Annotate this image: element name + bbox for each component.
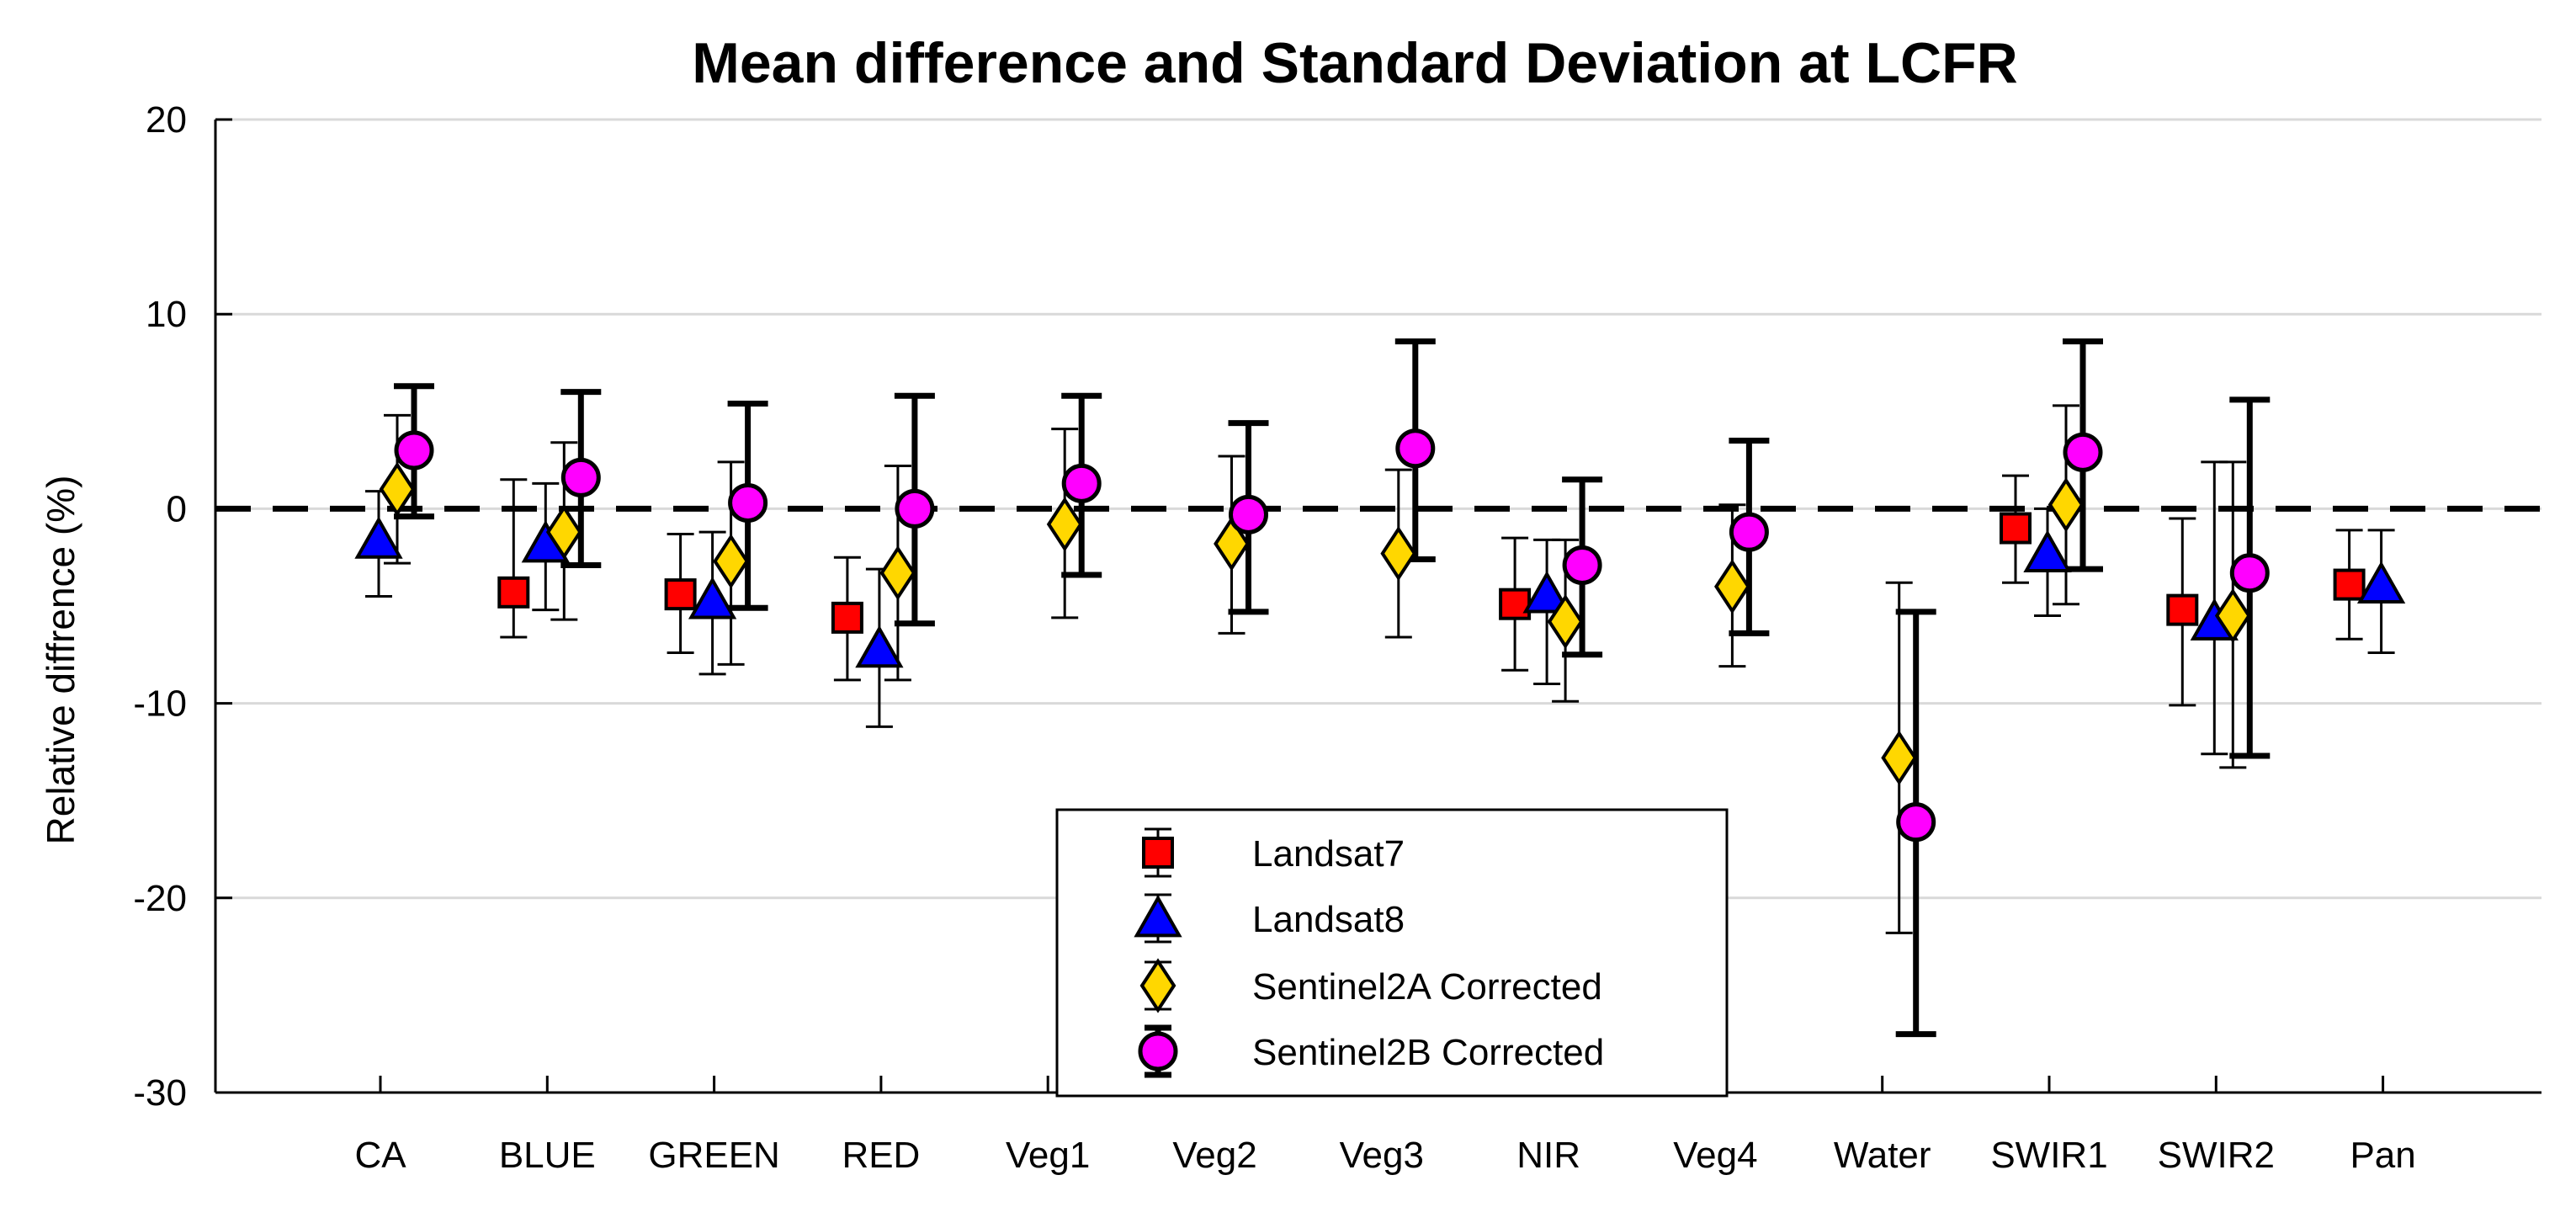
- y-axis-ticks: -30 -20 -10 0 10 20: [133, 99, 232, 1114]
- sentinel2b-corrected-swir1-point: [2063, 432, 2103, 472]
- sentinel2b-corrected-red-point: [895, 488, 935, 529]
- sentinel2a-corrected-green-point: [713, 534, 749, 589]
- y-tick-label: 20: [146, 99, 187, 141]
- legend-sentinel2a-corrected-label: Sentinel2A Corrected: [1252, 966, 1602, 1008]
- sentinel2b-corrected-veg1-point: [1061, 463, 1102, 503]
- sentinel2b-corrected-ca-point: [394, 430, 434, 471]
- landsat8-pan-point: [2356, 561, 2406, 604]
- x-tick-label-veg2: Veg2: [1172, 1135, 1256, 1176]
- landsat7-nir-point: [1499, 588, 1532, 620]
- landsat8-red-point: [855, 625, 904, 668]
- sentinel2b-corrected-veg3-point: [1395, 428, 1436, 469]
- landsat7-swir2-point: [2166, 593, 2199, 626]
- sentinel2a-corrected-red-point: [879, 545, 916, 601]
- sentinel2b-corrected-blue-point: [560, 457, 601, 497]
- x-tick-label-veg3: Veg3: [1340, 1135, 1424, 1176]
- landsat7-swir1-point: [2000, 512, 2032, 545]
- landsat8-green-point: [688, 577, 737, 619]
- landsat8-swir1-point: [2023, 529, 2072, 572]
- legend-landsat7-marker: [1142, 837, 1174, 869]
- legend-sentinel2b-corrected-label: Sentinel2B Corrected: [1252, 1032, 1604, 1073]
- sentinel2b-corrected-nir-point: [1562, 545, 1602, 585]
- sentinel2a-corrected-blue-point: [545, 504, 582, 560]
- chart-title: Mean difference and Standard Deviation a…: [692, 31, 2018, 95]
- landsat8-ca-point: [354, 516, 403, 559]
- landsat8-nir-point: [1522, 571, 1571, 614]
- x-tick-label-veg4: Veg4: [1673, 1135, 1757, 1176]
- sentinel2a-corrected-veg1-point: [1046, 497, 1083, 552]
- landsat7-green-point: [664, 578, 697, 611]
- x-tick-label-swir1: SWIR1: [1990, 1135, 2107, 1176]
- legend-landsat8-label: Landsat8: [1252, 899, 1405, 940]
- sentinel2a-corrected-water-point: [1881, 730, 1918, 785]
- legend: Landsat7 Landsat8 Sentinel2A Corrected Sent…: [1055, 808, 1729, 1098]
- sentinel2a-corrected-veg4-point: [1714, 559, 1750, 614]
- landsat7-blue-point: [497, 576, 530, 609]
- y-tick-label: 0: [167, 488, 187, 529]
- legend-entries: Landsat7 Landsat8 Sentinel2A Corrected Sent…: [1134, 827, 1604, 1078]
- sentinel2a-corrected-nir-point: [1547, 593, 1584, 650]
- legend-sentinel2b-corrected-marker: [1138, 1031, 1178, 1071]
- sentinel2b-corrected-swir2-point: [2229, 553, 2270, 593]
- sentinel2a-corrected-swir2-point: [2214, 588, 2251, 644]
- y-tick-label: -30: [133, 1072, 187, 1114]
- legend-sentinel2a-corrected-marker: [1139, 958, 1176, 1013]
- legend-landsat7-label: Landsat7: [1252, 833, 1405, 875]
- x-tick-label-water: Water: [1834, 1135, 1931, 1176]
- sentinel2a-corrected-veg3-point: [1380, 525, 1417, 582]
- sentinel2a-corrected-swir1-point: [2048, 477, 2085, 533]
- data-markers: [354, 428, 2406, 843]
- x-tick-label-veg1: Veg1: [1006, 1135, 1090, 1176]
- x-tick-label-pan: Pan: [2350, 1135, 2415, 1176]
- x-tick-label-red: RED: [842, 1135, 920, 1176]
- landsat7-red-point: [831, 601, 863, 634]
- x-tick-label-blue: BLUE: [499, 1135, 596, 1176]
- y-tick-label: 10: [146, 294, 187, 335]
- landsat7-pan-point: [2333, 568, 2366, 601]
- sentinel2a-corrected-ca-point: [379, 461, 416, 517]
- y-tick-label: -10: [133, 683, 187, 725]
- x-tick-label-nir: NIR: [1516, 1135, 1580, 1176]
- sentinel2b-corrected-veg2-point: [1229, 494, 1268, 534]
- sentinel2b-corrected-veg4-point: [1729, 512, 1769, 552]
- legend-landsat8-marker: [1134, 894, 1182, 938]
- x-tick-label-ca: CA: [354, 1135, 406, 1176]
- sentinel2b-corrected-green-point: [728, 482, 768, 523]
- y-axis-label: Relative diffrence (%): [39, 476, 82, 845]
- sentinel2b-corrected-water-point: [1896, 802, 1936, 843]
- x-axis-ticks: CA BLUE GREEN RED Veg1 Veg2 Veg3 NIR Veg4 Water SW…: [354, 1076, 2416, 1176]
- x-tick-label-swir2: SWIR2: [2158, 1135, 2275, 1176]
- y-tick-label: -20: [133, 878, 187, 919]
- x-tick-label-green: GREEN: [648, 1135, 779, 1176]
